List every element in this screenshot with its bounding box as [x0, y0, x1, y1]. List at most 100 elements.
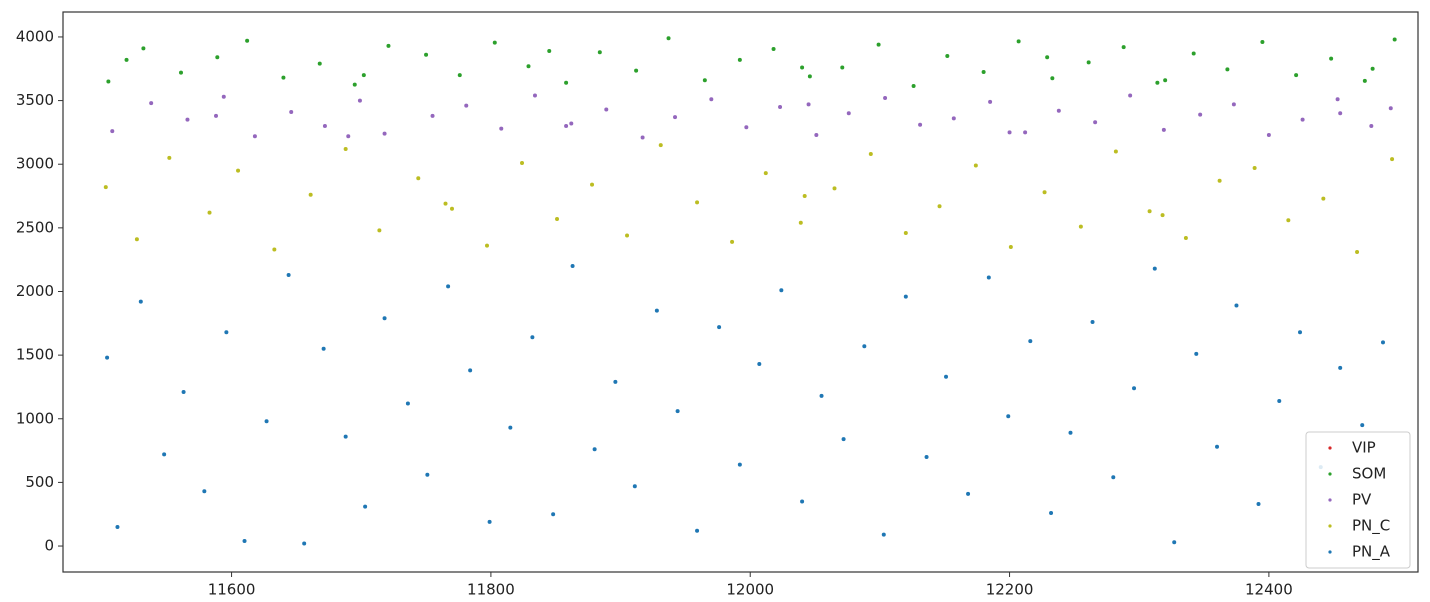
point: [138, 299, 143, 304]
point: [1338, 111, 1343, 116]
point: [1068, 430, 1073, 435]
point: [717, 325, 722, 330]
point: [1049, 510, 1054, 515]
point: [224, 330, 229, 335]
y-tick-label: 4000: [16, 27, 54, 45]
point: [814, 132, 819, 137]
point: [221, 94, 226, 99]
point: [625, 233, 630, 238]
point: [1338, 365, 1343, 370]
point: [1056, 108, 1061, 113]
point: [881, 532, 886, 537]
point: [1380, 340, 1385, 345]
point: [806, 102, 811, 107]
point: [361, 73, 366, 78]
legend-label: SOM: [1352, 465, 1386, 483]
point: [903, 230, 908, 235]
point: [134, 237, 139, 242]
point: [1008, 244, 1013, 249]
point: [673, 115, 678, 120]
point: [115, 524, 120, 529]
point: [1007, 130, 1012, 135]
point: [416, 176, 421, 181]
plot-frame: [62, 11, 1419, 573]
point: [1286, 218, 1291, 223]
point: [868, 152, 873, 157]
point: [346, 134, 351, 139]
point: [386, 43, 391, 48]
point: [911, 83, 916, 88]
point: [966, 491, 971, 496]
point: [800, 65, 805, 70]
point: [695, 200, 700, 205]
legend-marker: [1328, 446, 1332, 450]
point: [981, 69, 986, 74]
point: [1194, 351, 1199, 356]
point: [464, 103, 469, 108]
legend-label: PN_C: [1352, 517, 1390, 536]
point: [1370, 66, 1375, 71]
point: [105, 355, 110, 360]
point: [242, 538, 247, 543]
point: [876, 42, 881, 47]
point: [236, 168, 241, 173]
point: [424, 52, 429, 57]
legend-marker: [1328, 498, 1332, 502]
point: [245, 38, 250, 43]
point: [382, 131, 387, 136]
point: [937, 204, 942, 209]
point: [1300, 117, 1305, 122]
point: [841, 437, 846, 442]
point: [555, 216, 560, 221]
point: [457, 73, 462, 78]
point: [640, 135, 645, 140]
y-tick-label: 2000: [16, 282, 54, 300]
point: [737, 462, 742, 467]
point: [986, 275, 991, 280]
point: [779, 288, 784, 293]
point: [695, 528, 700, 533]
point: [520, 160, 525, 165]
point: [924, 454, 929, 459]
point: [1042, 190, 1047, 195]
point: [215, 55, 220, 60]
point: [302, 541, 307, 546]
point: [1215, 444, 1220, 449]
point: [709, 97, 714, 102]
legend-marker: [1328, 550, 1332, 554]
point: [322, 124, 327, 129]
point: [1152, 266, 1157, 271]
point: [508, 425, 513, 430]
legend-box: [1305, 431, 1411, 569]
point: [1028, 339, 1033, 344]
point: [106, 79, 111, 84]
point: [185, 117, 190, 122]
point: [988, 99, 993, 104]
point: [944, 374, 949, 379]
point: [178, 70, 183, 75]
point: [103, 185, 108, 190]
point: [1132, 386, 1137, 391]
point: [1155, 80, 1160, 85]
point: [343, 434, 348, 439]
point: [162, 452, 167, 457]
point: [1266, 132, 1271, 137]
point: [1252, 166, 1257, 171]
point: [1160, 213, 1165, 218]
point: [1172, 540, 1177, 545]
point: [124, 57, 129, 62]
point: [446, 284, 451, 289]
x-tick-label: 12200: [986, 581, 1034, 599]
point: [564, 124, 569, 129]
point: [846, 111, 851, 116]
point: [149, 101, 154, 106]
point: [1093, 120, 1098, 125]
point: [798, 220, 803, 225]
point: [1198, 112, 1203, 117]
point: [570, 264, 575, 269]
point: [757, 362, 762, 367]
point: [377, 228, 382, 233]
point: [289, 110, 294, 115]
point: [1355, 250, 1360, 255]
